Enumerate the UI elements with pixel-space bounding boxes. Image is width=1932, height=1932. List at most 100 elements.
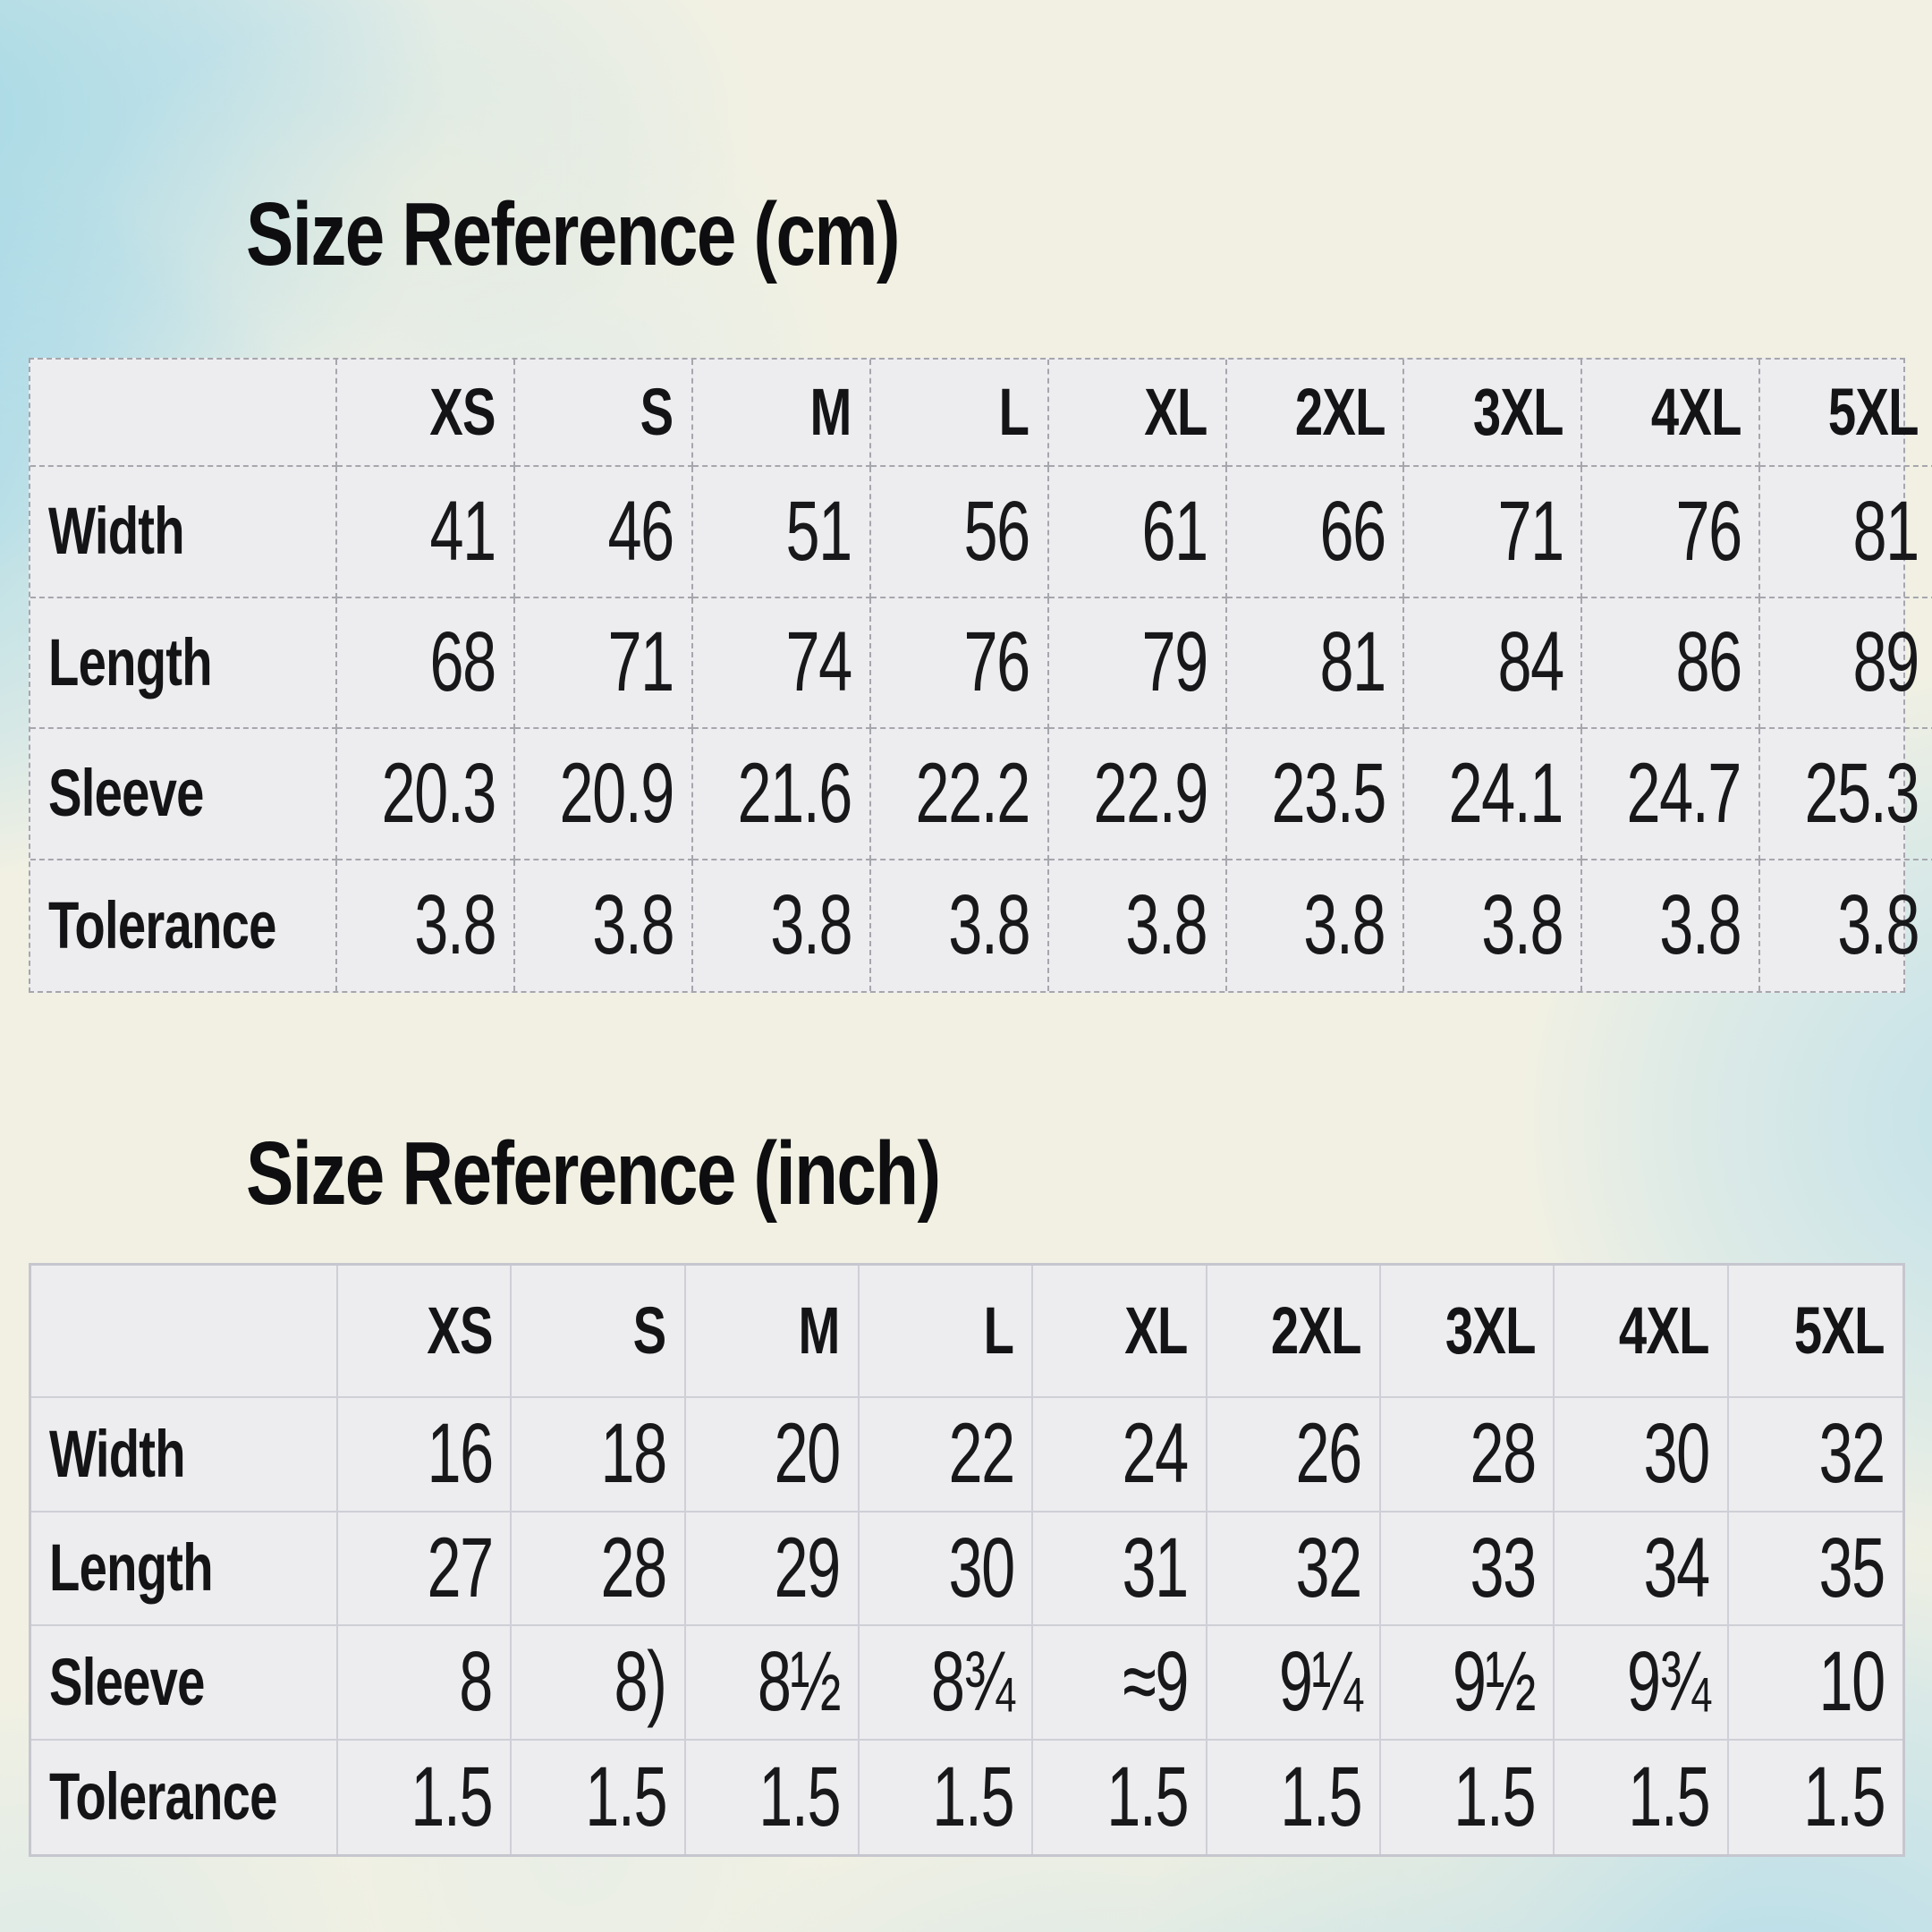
value-cell-width-l: 56	[870, 467, 1049, 598]
value-cell-length-l-text: 76	[963, 614, 1030, 710]
value-cell-sleeve-2xl-text: 23.5	[1271, 745, 1386, 841]
size-col-header-s: S	[514, 360, 693, 467]
value-cell-width-4xl: 30	[1555, 1398, 1729, 1513]
value-cell-sleeve-xl-text: 22.9	[1093, 745, 1208, 841]
value-cell-length-m: 29	[685, 1512, 860, 1626]
value-cell-length-3xl-text: 33	[1470, 1520, 1537, 1615]
value-cell-length-5xl: 89	[1760, 598, 1932, 729]
value-cell-tolerance-xl-text: 1.5	[1106, 1749, 1189, 1844]
value-cell-tolerance-5xl-text: 1.5	[1803, 1749, 1885, 1844]
value-cell-width-4xl: 76	[1582, 467, 1761, 598]
row-label-tolerance-text: Tolerance	[49, 1759, 277, 1835]
value-cell-tolerance-xs-text: 1.5	[411, 1749, 494, 1844]
size-col-header-l-text: L	[999, 375, 1030, 449]
size-col-header-m-text: M	[809, 375, 852, 449]
value-cell-sleeve-4xl: 9¾	[1555, 1626, 1729, 1741]
value-cell-width-2xl-text: 26	[1295, 1406, 1363, 1502]
row-label-sleeve-text: Sleeve	[48, 756, 204, 831]
value-cell-length-xs: 68	[337, 597, 515, 729]
value-cell-length-3xl: 33	[1380, 1512, 1555, 1626]
value-cell-tolerance-2xl: 1.5	[1208, 1740, 1381, 1854]
value-cell-width-2xl: 26	[1207, 1398, 1381, 1513]
value-cell-sleeve-xs: 8	[338, 1626, 513, 1741]
size-col-header-s-text: S	[640, 375, 674, 449]
value-cell-width-3xl-text: 71	[1497, 483, 1564, 579]
value-cell-sleeve-s-text: 8)	[614, 1634, 667, 1730]
value-cell-tolerance-m-text: 3.8	[769, 877, 852, 973]
inch-table-title: Size Reference (inch)	[246, 1123, 941, 1224]
value-cell-length-l-text: 30	[948, 1520, 1015, 1615]
value-cell-width-m-text: 51	[785, 483, 853, 579]
size-col-header-3xl-text: 3XL	[1472, 375, 1563, 449]
value-cell-width-5xl-text: 81	[1852, 483, 1920, 579]
value-cell-sleeve-xl: ≈9	[1033, 1626, 1208, 1741]
value-cell-tolerance-l-text: 3.8	[947, 877, 1030, 973]
value-cell-tolerance-4xl-text: 1.5	[1627, 1749, 1710, 1844]
value-cell-length-s: 28	[512, 1512, 686, 1626]
value-cell-sleeve-m: 8½	[685, 1626, 860, 1741]
value-cell-length-xl-text: 79	[1141, 614, 1208, 710]
value-cell-tolerance-m: 3.8	[693, 860, 871, 991]
size-col-header-2xl: 2XL	[1207, 1266, 1381, 1398]
row-label-length: Length	[31, 1512, 338, 1626]
size-col-header-4xl: 4XL	[1555, 1266, 1729, 1398]
value-cell-sleeve-4xl: 24.7	[1582, 729, 1761, 860]
size-col-header-xl-text: XL	[1124, 1293, 1188, 1368]
value-cell-tolerance-l: 1.5	[860, 1740, 1034, 1854]
size-col-header-s-text: S	[632, 1293, 667, 1368]
value-cell-sleeve-s-text: 20.9	[559, 745, 674, 841]
value-cell-sleeve-l-text: 22.2	[915, 745, 1030, 841]
value-cell-tolerance-2xl-text: 3.8	[1303, 877, 1386, 973]
value-cell-width-xl: 24	[1033, 1398, 1208, 1513]
value-cell-width-4xl-text: 30	[1643, 1406, 1710, 1502]
value-cell-width-5xl-text: 32	[1818, 1406, 1886, 1502]
value-cell-tolerance-m-text: 1.5	[758, 1749, 841, 1844]
value-cell-width-5xl: 81	[1760, 467, 1932, 598]
value-cell-length-2xl-text: 32	[1295, 1520, 1363, 1615]
value-cell-tolerance-3xl-text: 3.8	[1481, 877, 1564, 973]
value-cell-length-2xl: 81	[1226, 597, 1405, 729]
value-cell-tolerance-xl: 1.5	[1033, 1740, 1208, 1854]
value-cell-tolerance-l-text: 1.5	[932, 1749, 1015, 1844]
value-cell-width-l-text: 56	[963, 483, 1030, 579]
value-cell-width-2xl: 66	[1226, 467, 1405, 598]
value-cell-length-s-text: 71	[607, 614, 675, 710]
value-cell-tolerance-s: 3.8	[515, 860, 693, 991]
value-cell-tolerance-3xl: 3.8	[1404, 860, 1583, 991]
value-cell-width-5xl: 32	[1728, 1398, 1902, 1513]
value-cell-width-xs: 16	[338, 1398, 513, 1513]
row-label-sleeve: Sleeve	[30, 729, 337, 860]
value-cell-length-xs-text: 27	[427, 1520, 494, 1615]
value-cell-sleeve-3xl: 24.1	[1404, 729, 1583, 860]
corner-cell	[30, 360, 337, 467]
value-cell-sleeve-xs-text: 20.3	[381, 745, 497, 841]
value-cell-sleeve-2xl: 9¼	[1207, 1626, 1381, 1741]
value-cell-sleeve-5xl-text: 25.3	[1804, 745, 1920, 841]
value-cell-length-s-text: 28	[600, 1520, 667, 1615]
size-col-header-4xl-text: 4XL	[1650, 375, 1741, 449]
size-col-header-m: M	[685, 1266, 860, 1398]
value-cell-width-xl: 61	[1048, 467, 1227, 598]
value-cell-length-5xl-text: 89	[1852, 614, 1920, 710]
size-col-header-xl: XL	[1033, 1266, 1208, 1398]
value-cell-width-xl-text: 61	[1141, 483, 1208, 579]
size-col-header-3xl: 3XL	[1380, 1266, 1555, 1398]
row-label-tolerance: Tolerance	[30, 860, 337, 991]
value-cell-tolerance-xs: 3.8	[337, 860, 515, 991]
value-cell-length-2xl: 32	[1207, 1512, 1381, 1626]
size-col-header-5xl: 5XL	[1728, 1266, 1902, 1398]
size-col-header-xl-text: XL	[1144, 375, 1208, 449]
value-cell-tolerance-4xl: 3.8	[1582, 860, 1761, 991]
value-cell-sleeve-m: 21.6	[692, 729, 871, 860]
size-col-header-m-text: M	[798, 1293, 841, 1368]
value-cell-length-l: 30	[859, 1512, 1034, 1626]
value-cell-width-l-text: 22	[948, 1406, 1015, 1502]
value-cell-sleeve-l-text: 8¾	[931, 1634, 1015, 1730]
value-cell-width-m-text: 20	[774, 1406, 842, 1502]
value-cell-tolerance-xs: 1.5	[338, 1740, 513, 1854]
value-cell-width-xs-text: 16	[427, 1406, 494, 1502]
value-cell-length-m-text: 74	[785, 614, 853, 710]
value-cell-width-m: 51	[692, 467, 871, 598]
value-cell-width-m: 20	[685, 1398, 860, 1513]
value-cell-tolerance-5xl-text: 3.8	[1837, 877, 1919, 973]
